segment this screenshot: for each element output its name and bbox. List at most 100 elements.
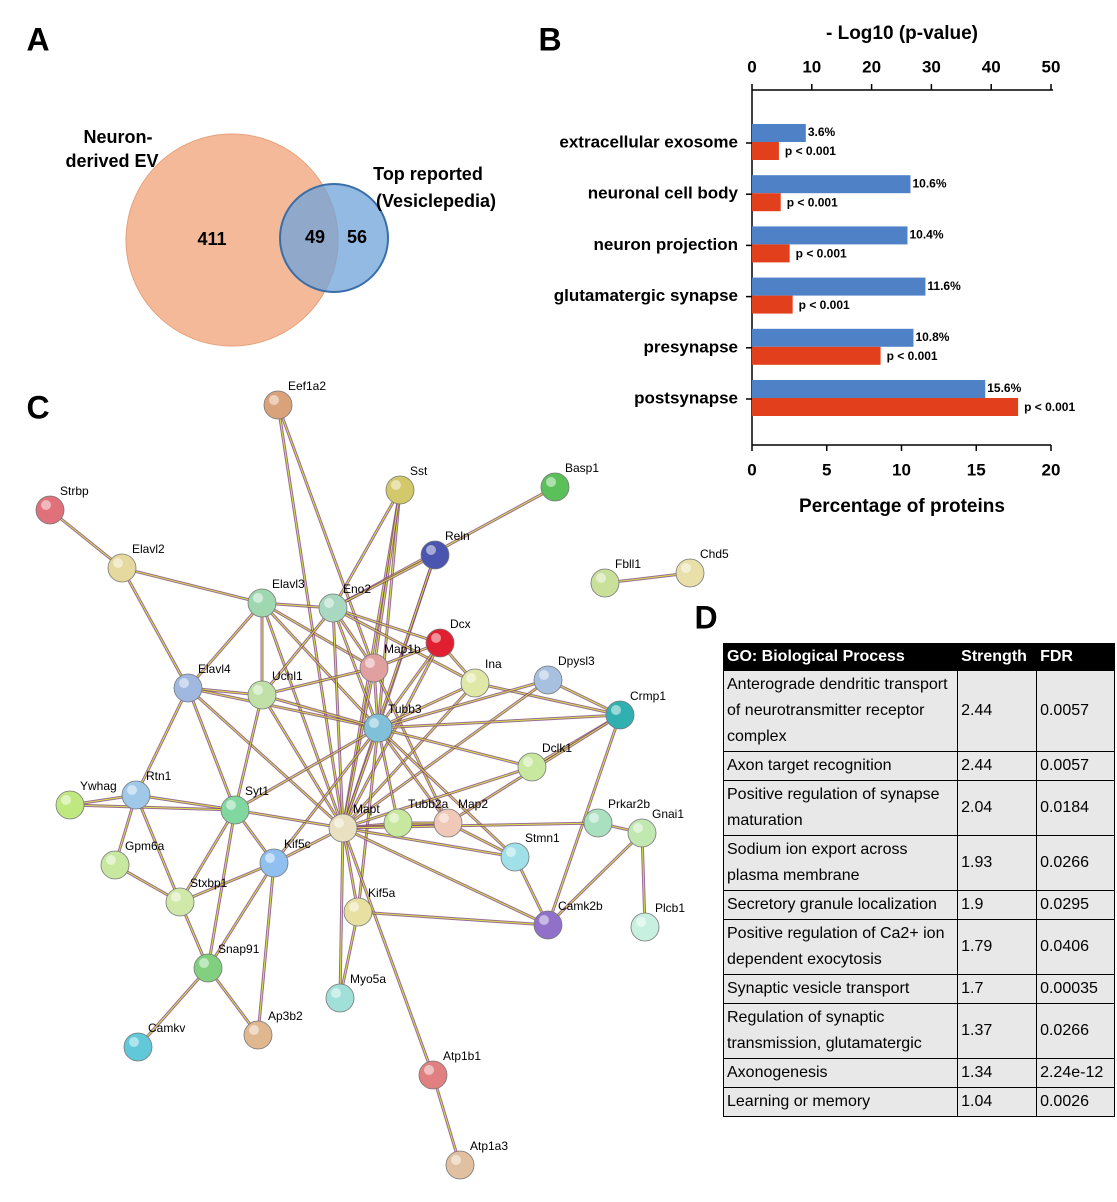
edge xyxy=(187,687,379,729)
edge xyxy=(135,687,189,796)
bar xyxy=(752,193,781,212)
edge xyxy=(357,911,549,926)
value-label: 10.6% xyxy=(912,176,946,190)
edge xyxy=(432,1074,461,1166)
node xyxy=(100,850,130,880)
table-row: Regulation of synaptic transmission, glu… xyxy=(722,1003,1115,1059)
bar xyxy=(752,328,914,347)
table-row: Learning or memory 1.04 0.0026 xyxy=(722,1087,1115,1117)
edge xyxy=(377,714,621,729)
table-header-cell: GO: Biological Process xyxy=(722,643,959,671)
venn-set-name: (Vesiclepedia) xyxy=(376,191,496,211)
node-highlight xyxy=(611,705,621,715)
edge xyxy=(135,794,236,811)
node xyxy=(220,795,250,825)
node xyxy=(259,848,289,878)
node-highlight xyxy=(113,558,123,568)
node-highlight xyxy=(253,685,263,695)
node-label: Camkv xyxy=(148,1021,185,1035)
table-cell: 0.0406 xyxy=(1036,919,1115,975)
node-highlight xyxy=(127,785,137,795)
node-highlight xyxy=(546,477,556,487)
edge xyxy=(342,827,549,926)
node-label: Dclk1 xyxy=(542,741,572,755)
go-table: GO: Biological Process Strength FDR Antero… xyxy=(722,643,1115,1117)
table-cell: 0.00035 xyxy=(1036,974,1115,1004)
table-cell: 1.34 xyxy=(957,1058,1038,1088)
node xyxy=(193,953,223,983)
edge xyxy=(332,607,379,729)
node-label: Atp1a3 xyxy=(470,1139,508,1153)
node-label: Fbll1 xyxy=(615,557,641,571)
table-cell: Secretory granule localization xyxy=(722,890,959,920)
category-label: glutamatergic synapse xyxy=(554,286,738,305)
venn-set-name: derived EV xyxy=(65,151,158,171)
node xyxy=(445,1150,475,1180)
node xyxy=(325,983,355,1013)
node-highlight xyxy=(249,1025,259,1035)
node-label: Prkar2b xyxy=(608,797,650,811)
edge xyxy=(234,694,263,811)
edge xyxy=(547,832,643,926)
x2-tick-label: 30 xyxy=(922,57,941,76)
node xyxy=(590,568,620,598)
node xyxy=(243,1020,273,1050)
edge xyxy=(261,602,375,669)
bar xyxy=(752,124,806,142)
edge xyxy=(377,489,401,729)
table-row: Axon target recognition 2.44 0.0057 xyxy=(722,751,1115,781)
node xyxy=(343,897,373,927)
edge xyxy=(261,694,344,829)
panel-label: C xyxy=(26,389,49,425)
node-label: Elavl4 xyxy=(198,662,231,676)
edge xyxy=(377,642,441,729)
node xyxy=(328,813,358,843)
x2-tick-label: 40 xyxy=(982,57,1001,76)
venn-count: 411 xyxy=(197,229,226,249)
node-label: Snap91 xyxy=(218,942,260,956)
node xyxy=(517,752,547,782)
edge xyxy=(135,794,181,903)
table-header-cell: Strength xyxy=(957,643,1038,671)
node xyxy=(247,680,277,710)
node xyxy=(460,668,490,698)
node-highlight xyxy=(681,563,691,573)
node-label: Elavl3 xyxy=(272,577,305,591)
x2-tick-label: 20 xyxy=(862,57,881,76)
edge xyxy=(137,967,209,1048)
node xyxy=(630,912,660,942)
venn-count: 49 xyxy=(305,227,325,247)
edge xyxy=(277,404,375,669)
x-tick-label: 15 xyxy=(967,460,986,479)
node-label: Rtn1 xyxy=(146,769,172,783)
node-highlight xyxy=(331,988,341,998)
table-cell: 1.37 xyxy=(957,1003,1038,1059)
x-tick-label: 0 xyxy=(747,460,756,479)
table-cell: Positive regulation of synapse maturatio… xyxy=(722,780,959,836)
bar xyxy=(752,380,986,398)
venn-set xyxy=(279,183,389,293)
node xyxy=(359,653,389,683)
node-label: Eno2 xyxy=(343,582,371,596)
x2-tick-label: 50 xyxy=(1042,57,1061,76)
table-cell: Learning or memory xyxy=(722,1087,959,1117)
edge xyxy=(377,727,399,824)
category-label: extracellular exosome xyxy=(559,132,738,151)
venn: 411 49 56 Neuron-derived EV Top reported (Ves… xyxy=(65,127,496,347)
bar xyxy=(752,295,793,314)
node xyxy=(121,780,151,810)
node-highlight xyxy=(589,813,599,823)
bar xyxy=(752,175,911,194)
node xyxy=(107,553,137,583)
node xyxy=(540,472,570,502)
bar xyxy=(752,142,779,160)
table-cell: 2.44 xyxy=(957,670,1038,752)
node-label: Stmn1 xyxy=(525,831,560,845)
node-label: Ina xyxy=(485,657,502,671)
x-tick-label: 20 xyxy=(1042,460,1061,479)
edge xyxy=(261,607,334,696)
table-cell: 0.0295 xyxy=(1036,890,1115,920)
edge xyxy=(342,642,441,829)
node-highlight xyxy=(129,1037,139,1047)
edge xyxy=(69,804,236,811)
